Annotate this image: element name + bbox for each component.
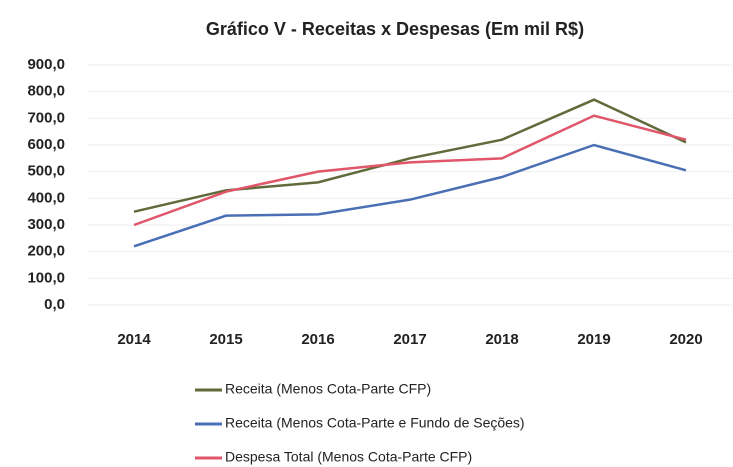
x-tick-label: 2018 [485,331,518,348]
legend-label: Receita (Menos Cota-Parte e Fundo de Seç… [225,415,525,431]
y-tick-label: 900,0 [27,56,65,73]
x-tick-label: 2014 [117,331,151,348]
y-tick-label: 0,0 [44,296,65,313]
series-line [133,98,687,213]
y-tick-label: 300,0 [27,216,65,233]
x-tick-label: 2019 [577,331,610,348]
y-tick-label: 200,0 [27,243,65,260]
y-tick-label: 400,0 [27,189,65,206]
y-tick-label: 700,0 [27,109,65,126]
x-tick-label: 2015 [209,331,242,348]
y-tick-label: 600,0 [27,136,65,153]
chart-title: Gráfico V - Receitas x Despesas (Em mil … [206,19,584,39]
y-tick-label: 100,0 [27,269,65,286]
y-tick-label: 800,0 [27,83,65,100]
x-tick-label: 2017 [393,331,426,348]
series-line [133,114,687,227]
legend-label: Receita (Menos Cota-Parte CFP) [225,381,431,397]
x-tick-label: 2016 [301,331,334,348]
series-line [133,143,687,248]
x-tick-label: 2020 [669,331,702,348]
y-tick-label: 500,0 [27,163,65,180]
legend-label: Despesa Total (Menos Cota-Parte CFP) [225,449,472,465]
